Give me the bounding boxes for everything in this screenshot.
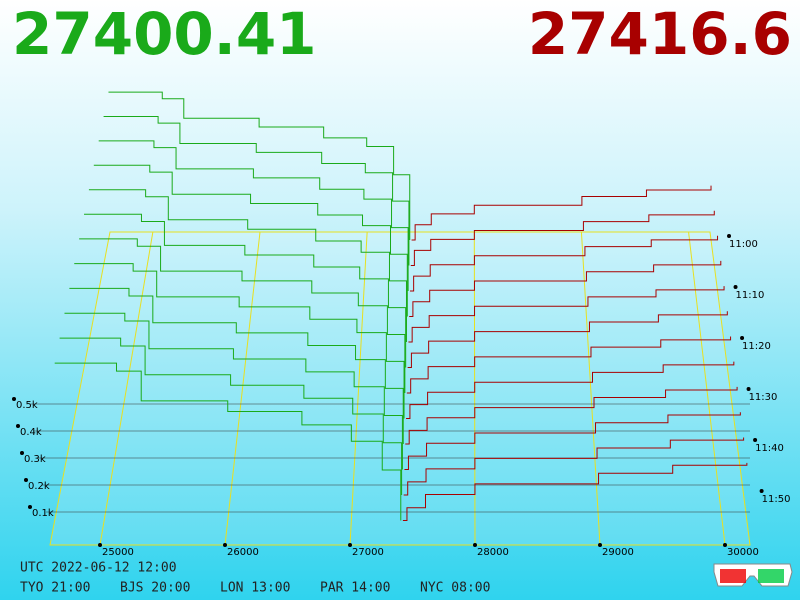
city-time: TYO 21:00 — [20, 581, 90, 596]
ask-depth-line — [404, 412, 741, 470]
depth-slices — [54, 91, 748, 521]
depth-tick-mark — [12, 397, 16, 401]
x-tick-label: 27000 — [352, 547, 384, 558]
x-tick-label: 30000 — [727, 547, 759, 558]
time-tick-label: 11:30 — [749, 392, 778, 403]
x-tick-mark — [473, 543, 477, 547]
depth-tick-mark — [28, 505, 32, 509]
bid-depth-line — [54, 362, 402, 521]
bid-depth-line — [59, 337, 403, 495]
depth-tick-mark — [16, 424, 20, 428]
3d-glasses-icon — [713, 563, 793, 587]
x-grid-line — [224, 231, 261, 546]
x-grid-line — [580, 231, 601, 546]
bid-depth-line — [108, 91, 411, 240]
ask-depth-line — [408, 286, 725, 343]
bid-depth-line — [74, 263, 405, 419]
ask-depth-line — [403, 437, 745, 496]
bid-depth-line — [64, 312, 403, 470]
time-tick-mark — [740, 336, 745, 340]
depth-tick-mark — [24, 478, 28, 482]
depth-tick-mark — [20, 451, 24, 455]
ask-depth-line — [402, 462, 748, 521]
city-times: TYO 21:00 BJS 20:00 LON 13:00 PAR 14:00 NYC … — [20, 581, 490, 596]
x-grid-line — [688, 231, 726, 546]
time-tick-mark — [753, 438, 758, 442]
x-tick-label: 26000 — [227, 547, 259, 558]
x-tick-mark — [223, 543, 227, 547]
bid-depth-line — [103, 115, 410, 266]
time-tick-mark — [759, 489, 764, 493]
x-grid-line — [99, 231, 154, 546]
axis-labels: 25000 26000 27000 28000 29000 30000 0.1k 0.2k 0.… — [12, 234, 790, 558]
bid-depth-line — [79, 238, 406, 393]
time-tick-mark — [746, 387, 751, 391]
time-tick-label: 11:40 — [755, 443, 784, 454]
ask-depth-line — [405, 386, 738, 445]
ask-depth-line — [406, 361, 735, 419]
time-tick-label: 11:20 — [742, 341, 771, 352]
x-tick-mark — [723, 543, 727, 547]
depth-tick-label: 0.1k — [32, 508, 54, 519]
x-tick-label: 25000 — [102, 547, 134, 558]
depth-tick-label: 0.4k — [20, 427, 42, 438]
depth-tick-label: 0.3k — [24, 454, 46, 465]
ask-depth-line — [407, 311, 728, 368]
ask-depth-line — [409, 235, 719, 292]
time-tick-label: 11:50 — [762, 494, 791, 505]
bid-depth-line — [69, 287, 404, 444]
x-tick-mark — [98, 543, 102, 547]
city-time: BJS 20:00 — [120, 581, 190, 596]
x-tick-mark — [598, 543, 602, 547]
ask-depth-line — [411, 185, 712, 241]
city-time: PAR 14:00 — [320, 581, 390, 596]
ask-depth-line — [409, 260, 722, 317]
time-tick-mark — [733, 285, 738, 289]
depth-tick-label: 0.2k — [28, 481, 50, 492]
x-grid-line — [349, 231, 368, 546]
time-tick-label: 11:10 — [736, 290, 765, 301]
city-time: NYC 08:00 — [420, 581, 490, 596]
bid-price: 27400.41 — [12, 0, 317, 68]
bid-depth-line — [93, 164, 408, 317]
bid-depth-line — [88, 189, 407, 342]
bid-depth-line — [98, 140, 409, 291]
time-tick-mark — [727, 234, 732, 238]
ask-depth-line — [406, 336, 732, 394]
utc-time: UTC 2022-06-12 12:00 — [20, 561, 177, 576]
ask-depth-line — [410, 210, 715, 266]
depth-tick-label: 0.5k — [16, 400, 38, 411]
ask-price: 27416.6 — [528, 0, 792, 68]
x-tick-label: 28000 — [477, 547, 509, 558]
x-tick-label: 29000 — [602, 547, 634, 558]
bid-depth-line — [84, 213, 407, 368]
x-tick-mark — [348, 543, 352, 547]
time-tick-label: 11:00 — [729, 239, 758, 250]
city-time: LON 13:00 — [220, 581, 290, 596]
